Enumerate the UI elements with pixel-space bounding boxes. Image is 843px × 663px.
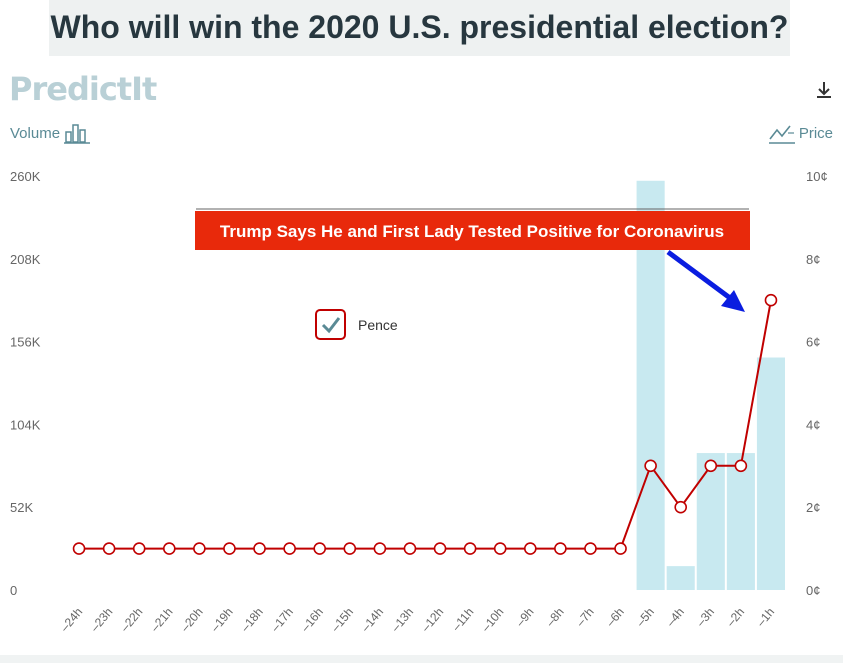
y-right-tick-label: 0¢ <box>806 583 820 598</box>
x-tick-label: –18h <box>238 605 266 634</box>
pence-price-point[interactable] <box>614 542 627 555</box>
arrow-head-icon <box>721 290 745 312</box>
pence-price-point[interactable] <box>283 542 296 555</box>
y-left-tick-label: 260K <box>10 169 41 184</box>
volume-label: Volume <box>10 124 61 142</box>
x-tick-label: –15h <box>328 605 356 634</box>
volume-bar[interactable] <box>756 357 785 590</box>
bar-chart-icon <box>64 124 91 144</box>
x-tick-label: –21h <box>148 605 176 634</box>
x-tick-label: –11h <box>449 605 476 634</box>
pence-price-point[interactable] <box>102 542 116 555</box>
x-tick-label: –7h <box>573 605 597 629</box>
pence-price-point[interactable] <box>403 542 417 555</box>
volume-bar[interactable] <box>666 566 695 590</box>
y-left-tick-label: 156K <box>10 335 41 350</box>
predictit-logo: PredictIt <box>9 70 157 108</box>
annotation-text: Trump Says He and First Lady Tested Posi… <box>220 222 724 241</box>
download-icon[interactable] <box>812 78 836 102</box>
pence-price-point[interactable] <box>523 542 537 555</box>
pence-price-point[interactable] <box>72 542 86 555</box>
scroll-strip <box>0 655 843 663</box>
price-label: Price <box>798 124 833 142</box>
price-toggle[interactable]: Price <box>768 122 833 144</box>
pence-price-point[interactable] <box>704 459 718 473</box>
pence-price-point[interactable] <box>734 459 748 473</box>
x-tick-label: –20h <box>178 605 206 634</box>
pence-price-point[interactable] <box>343 542 357 555</box>
pence-price-point[interactable] <box>162 542 176 555</box>
check-icon <box>321 317 341 334</box>
x-tick-label: –13h <box>388 605 416 634</box>
x-tick-label: –8h <box>543 605 567 629</box>
y-left-tick-label: 208K <box>10 252 41 267</box>
page-title: Who will win the 2020 U.S. presidential … <box>49 0 790 56</box>
pence-price-point[interactable] <box>463 542 477 555</box>
y-right-tick-label: 2¢ <box>806 500 820 515</box>
x-tick-label: –2h <box>724 605 748 629</box>
volume-toggle[interactable]: Volume <box>10 122 91 144</box>
x-tick-label: –9h <box>513 605 537 629</box>
volume-bar[interactable] <box>696 453 725 590</box>
pence-price-point[interactable] <box>674 500 688 514</box>
volume-bar[interactable] <box>726 453 755 590</box>
pence-price-point[interactable] <box>433 542 447 555</box>
x-tick-label: –6h <box>603 605 627 629</box>
pence-price-point[interactable] <box>132 542 146 555</box>
x-tick-label: –4h <box>663 605 687 629</box>
x-tick-label: –22h <box>118 605 146 634</box>
line-chart-icon <box>768 125 795 144</box>
pence-price-point[interactable] <box>373 542 387 555</box>
pence-price-point[interactable] <box>584 542 597 555</box>
pence-price-point[interactable] <box>493 542 507 555</box>
y-right-tick-label: 10¢ <box>806 169 828 184</box>
x-tick-label: –1h <box>754 605 778 629</box>
legend: Pence <box>315 309 398 340</box>
y-left-tick-label: 104K <box>10 417 41 432</box>
pence-price-point[interactable] <box>554 542 567 555</box>
pence-price-line <box>79 300 772 550</box>
pence-price-point[interactable] <box>644 459 657 473</box>
x-tick-label: –14h <box>358 605 386 634</box>
x-tick-label: –3h <box>693 605 717 629</box>
y-right-tick-label: 4¢ <box>806 417 820 432</box>
x-tick-label: –24h <box>57 605 85 634</box>
y-left-tick-label: 52K <box>10 500 33 515</box>
x-tick-label: –17h <box>268 605 296 634</box>
annotation-arrow <box>666 249 732 301</box>
y-left-tick-label: 0 <box>10 583 17 598</box>
y-right-tick-label: 6¢ <box>806 335 820 350</box>
legend-label: Pence <box>358 317 398 333</box>
pence-price-point[interactable] <box>223 542 236 555</box>
annotation: Trump Says He and First Lady Tested Posi… <box>195 208 750 312</box>
annotation-banner <box>195 211 750 250</box>
y-right-tick-label: 8¢ <box>806 252 820 267</box>
x-tick-label: –10h <box>479 605 507 634</box>
pence-price-point[interactable] <box>313 542 327 555</box>
x-tick-label: –5h <box>633 605 657 629</box>
x-tick-label: –12h <box>418 605 446 634</box>
legend-checkbox[interactable] <box>315 309 346 340</box>
x-tick-label: –16h <box>298 605 326 634</box>
pence-price-point[interactable] <box>764 293 778 307</box>
x-tick-label: –19h <box>208 605 236 634</box>
pence-price-point[interactable] <box>253 542 266 555</box>
pence-price-point[interactable] <box>193 542 206 555</box>
x-tick-label: –23h <box>88 605 116 634</box>
